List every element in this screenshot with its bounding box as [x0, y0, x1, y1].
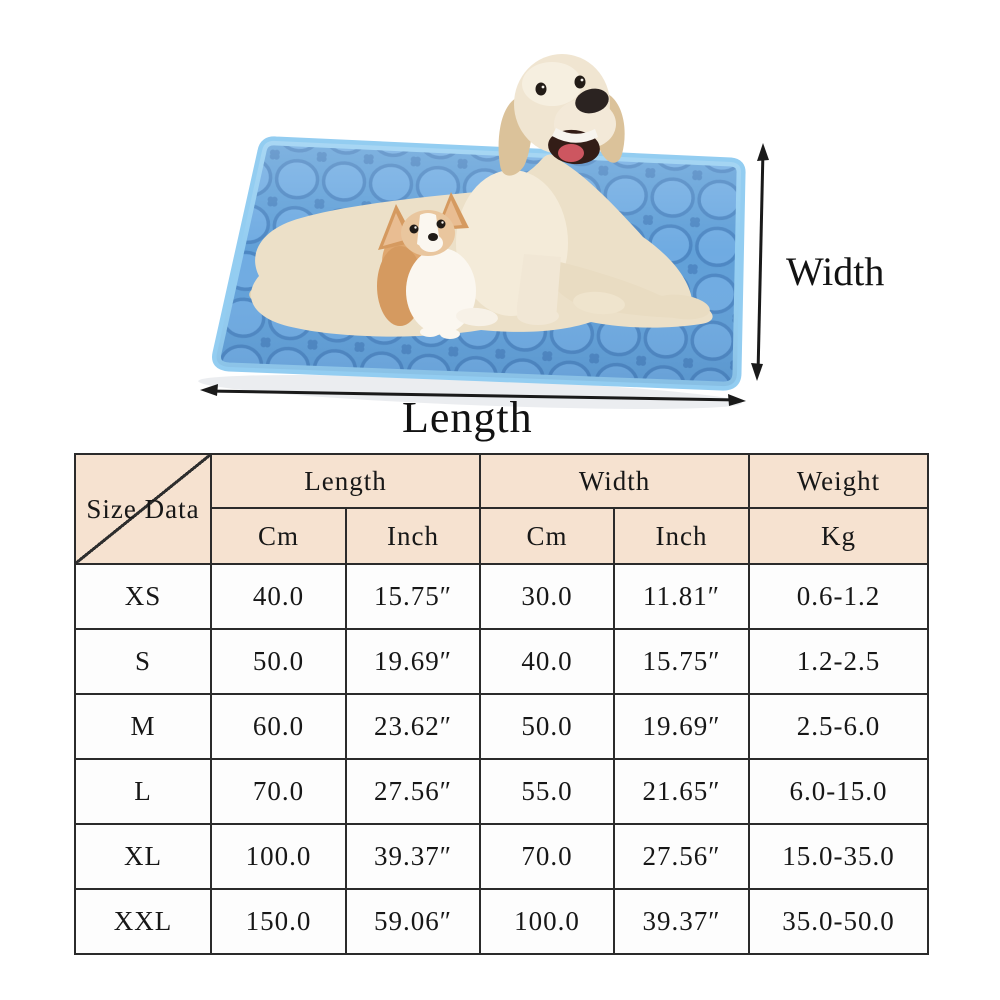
weight-kg-header: Kg — [748, 507, 930, 565]
cell-size: XL — [74, 823, 212, 890]
width-dimension-label: Width — [786, 249, 885, 294]
cell-size: S — [74, 628, 212, 695]
size-table: Size Data Length Width Weight Cm Inch Cm… — [74, 453, 930, 955]
width-inch-header: Inch — [613, 507, 751, 565]
width-cm-header: Cm — [479, 507, 616, 565]
retriever-tongue — [558, 144, 584, 162]
length-arrow — [200, 384, 746, 406]
width-group-header: Width — [479, 453, 751, 509]
cell-weight-kg: 6.0-15.0 — [748, 758, 930, 825]
length-dimension-label: Length — [402, 393, 533, 442]
length-group-header: Length — [209, 453, 482, 509]
product-photo: Width Length — [0, 0, 1000, 460]
cell-length-cm: 60.0 — [210, 693, 347, 760]
retriever-nose — [575, 88, 609, 114]
cell-width-cm: 50.0 — [479, 693, 616, 760]
cell-length-cm: 40.0 — [210, 563, 347, 630]
chihuahua — [377, 192, 498, 339]
cell-length-inch: 59.06″ — [344, 888, 482, 955]
cell-length-cm: 150.0 — [210, 888, 347, 955]
cell-width-inch: 15.75″ — [613, 628, 751, 695]
cell-weight-kg: 2.5-6.0 — [748, 693, 930, 760]
chihuahua-front-leg-right — [443, 302, 456, 334]
cell-length-cm: 50.0 — [210, 628, 347, 695]
cell-length-inch: 19.69″ — [344, 628, 482, 695]
cell-width-cm: 70.0 — [479, 823, 616, 890]
cell-width-cm: 100.0 — [479, 888, 616, 955]
retriever-forehead — [522, 62, 582, 106]
chihuahua-rear-leg — [456, 307, 498, 327]
cell-width-inch: 19.69″ — [613, 693, 751, 760]
cell-width-inch: 39.37″ — [613, 888, 751, 955]
cell-length-inch: 27.56″ — [344, 758, 482, 825]
cell-length-inch: 23.62″ — [344, 693, 482, 760]
table-row-m: M 60.0 23.62″ 50.0 19.69″ 2.5-6.0 — [74, 693, 930, 760]
cell-width-inch: 27.56″ — [613, 823, 751, 890]
cell-length-inch: 15.75″ — [344, 563, 482, 630]
cell-size: L — [74, 758, 212, 825]
table-row-s: S 50.0 19.69″ 40.0 15.75″ 1.2-2.5 — [74, 628, 930, 695]
chihuahua-left-eye — [409, 224, 419, 234]
table-row-xs: XS 40.0 15.75″ 30.0 11.81″ 0.6-1.2 — [74, 563, 930, 630]
cell-width-inch: 11.81″ — [613, 563, 751, 630]
cell-weight-kg: 1.2-2.5 — [748, 628, 930, 695]
retriever-left-eye — [535, 82, 547, 96]
weight-group-header: Weight — [748, 453, 930, 509]
chihuahua-nose — [428, 233, 438, 241]
cell-weight-kg: 15.0-35.0 — [748, 823, 930, 890]
table-row-l: L 70.0 27.56″ 55.0 21.65″ 6.0-15.0 — [74, 758, 930, 825]
product-photo-illustration — [198, 54, 769, 409]
chihuahua-right-eye — [436, 219, 446, 229]
cell-size: XS — [74, 563, 212, 630]
width-arrow — [751, 143, 769, 381]
golden-retriever — [249, 54, 713, 337]
table-row-xl: XL 100.0 39.37″ 70.0 27.56″ 15.0-35.0 — [74, 823, 930, 890]
retriever-front-leg — [516, 254, 561, 321]
retriever-right-eye — [574, 75, 586, 89]
header-row-groups: Size Data Length Width Weight — [74, 453, 930, 565]
retriever-front-paw-mid — [573, 291, 625, 315]
length-inch-header: Inch — [344, 507, 482, 565]
retriever-front-paw-left — [517, 307, 559, 325]
header-row-units: Cm Inch Cm Inch Kg — [75, 507, 930, 565]
table-row-xxl: XXL 150.0 59.06″ 100.0 39.37″ 35.0-50.0 — [74, 888, 930, 955]
cell-width-inch: 21.65″ — [613, 758, 751, 825]
mat-shadow — [198, 375, 742, 409]
cell-length-inch: 39.37″ — [344, 823, 482, 890]
cell-size: XXL — [74, 888, 212, 955]
cell-length-cm: 100.0 — [210, 823, 347, 890]
cell-size: M — [74, 693, 212, 760]
cell-width-cm: 55.0 — [479, 758, 616, 825]
retriever-teeth — [552, 128, 598, 143]
cell-width-cm: 40.0 — [479, 628, 616, 695]
cell-length-cm: 70.0 — [210, 758, 347, 825]
chihuahua-front-leg-left — [423, 298, 436, 332]
size-data-corner-cell: Size Data — [74, 453, 212, 565]
length-cm-header: Cm — [210, 507, 347, 565]
retriever-front-paw-right — [652, 294, 710, 320]
cell-width-cm: 30.0 — [479, 563, 616, 630]
cell-weight-kg: 0.6-1.2 — [748, 563, 930, 630]
cell-weight-kg: 35.0-50.0 — [748, 888, 930, 955]
